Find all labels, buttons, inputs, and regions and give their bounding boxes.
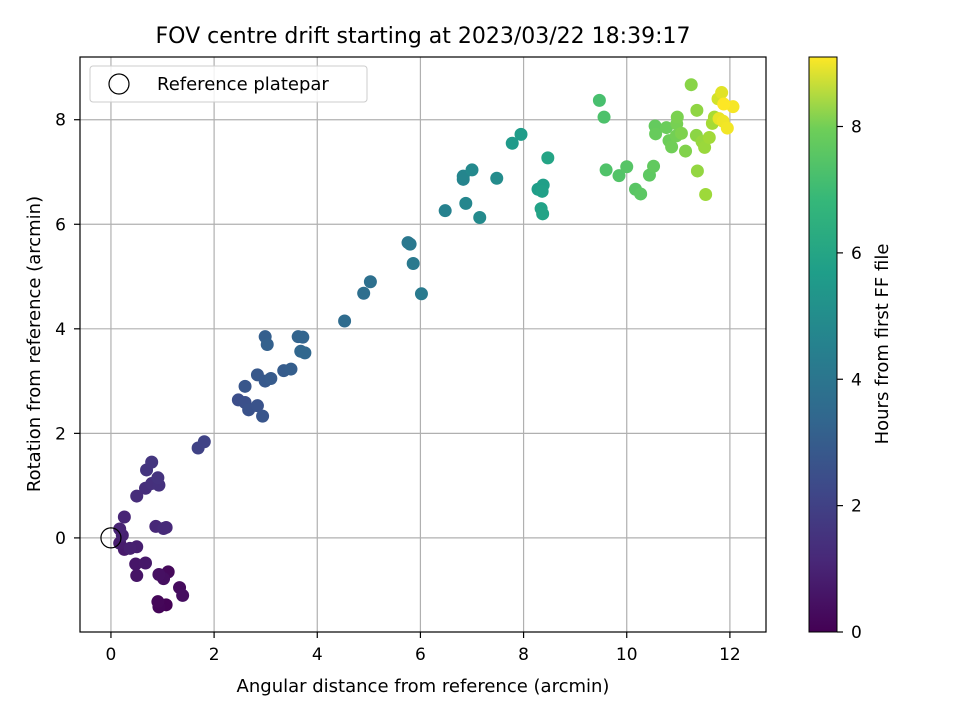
chart-title: FOV centre drift starting at 2023/03/22 … xyxy=(156,24,691,49)
data-point xyxy=(357,286,371,300)
data-point xyxy=(406,256,420,270)
data-point xyxy=(690,103,704,117)
data-point xyxy=(139,556,153,570)
data-point xyxy=(151,471,165,485)
colorbar-ticks: 0 2 4 6 8 xyxy=(837,118,862,643)
data-point xyxy=(414,287,428,301)
data-point xyxy=(473,210,487,224)
data-point xyxy=(176,588,190,602)
data-point xyxy=(465,163,479,177)
data-point xyxy=(260,338,274,351)
data-point xyxy=(670,110,684,124)
data-point xyxy=(535,184,549,198)
colorbar-tick-label: 8 xyxy=(851,118,862,138)
data-point xyxy=(129,557,143,571)
data-point xyxy=(298,346,312,360)
data-point xyxy=(690,164,704,178)
data-point xyxy=(152,568,166,581)
x-tick-label: 10 xyxy=(616,645,638,665)
data-point xyxy=(256,409,270,423)
reference-marker xyxy=(100,527,122,549)
data-point xyxy=(338,314,352,328)
colorbar-tick-label: 6 xyxy=(851,244,862,264)
data-point xyxy=(130,569,144,583)
x-tick-label: 12 xyxy=(719,645,741,665)
data-point xyxy=(612,169,626,183)
data-point xyxy=(403,237,417,251)
data-point xyxy=(699,187,713,201)
y-tick-label: 2 xyxy=(55,424,66,444)
colorbar-tick-label: 0 xyxy=(851,623,862,643)
legend-label: Reference platepar xyxy=(157,74,329,95)
data-point xyxy=(145,455,159,469)
data-point xyxy=(284,362,298,376)
reference-point xyxy=(100,527,122,549)
data-point xyxy=(684,78,698,92)
legend: Reference platepar xyxy=(89,65,368,103)
x-axis-label: Angular distance from reference (arcmin) xyxy=(237,676,610,697)
x-axis-ticks: 0 2 4 6 8 10 12 xyxy=(106,632,741,665)
data-point xyxy=(647,159,661,173)
data-point xyxy=(659,121,673,135)
data-point xyxy=(514,127,528,141)
data-point xyxy=(130,489,144,503)
data-points xyxy=(113,78,740,614)
data-point xyxy=(296,330,310,344)
legend-reference-marker xyxy=(108,73,130,95)
x-tick-label: 8 xyxy=(518,645,529,665)
data-point xyxy=(679,144,693,158)
data-point xyxy=(634,187,648,201)
y-tick-label: 6 xyxy=(55,215,66,235)
data-point xyxy=(674,126,688,140)
data-point xyxy=(113,522,127,536)
data-point xyxy=(541,151,555,165)
y-tick-label: 8 xyxy=(55,111,66,131)
y-axis-label: Rotation from reference (arcmin) xyxy=(24,196,45,492)
data-point xyxy=(490,171,504,185)
colorbar-tick-label: 2 xyxy=(851,497,862,517)
y-tick-label: 0 xyxy=(55,529,66,549)
colorbar: 0 2 4 6 8 Hours from first FF file xyxy=(808,56,893,643)
data-point xyxy=(649,127,663,141)
x-tick-label: 4 xyxy=(312,645,323,665)
x-tick-label: 0 xyxy=(106,645,117,665)
data-point xyxy=(438,204,452,218)
data-point xyxy=(702,131,716,144)
legend-box xyxy=(89,65,368,103)
data-point xyxy=(238,379,252,393)
data-point xyxy=(715,86,729,100)
data-point xyxy=(363,275,377,289)
data-point xyxy=(717,97,731,111)
data-point xyxy=(597,110,611,124)
data-point xyxy=(620,160,634,174)
y-tick-label: 4 xyxy=(55,320,66,340)
data-point xyxy=(197,435,211,449)
data-point xyxy=(698,140,712,154)
data-point xyxy=(117,510,131,524)
data-point xyxy=(459,196,473,210)
data-point xyxy=(151,595,165,609)
grid-lines xyxy=(80,57,766,632)
plot-frame xyxy=(79,56,767,633)
data-point xyxy=(264,371,278,385)
data-point xyxy=(599,163,613,177)
colorbar-label: Hours from first FF file xyxy=(872,244,893,445)
x-tick-label: 2 xyxy=(209,645,220,665)
data-point xyxy=(157,522,171,535)
data-point xyxy=(123,541,137,555)
data-point xyxy=(720,121,734,135)
data-point xyxy=(665,140,679,154)
data-point xyxy=(505,136,519,150)
x-tick-label: 6 xyxy=(415,645,426,665)
y-axis-ticks: 0 2 4 6 8 xyxy=(55,111,80,549)
colorbar-gradient xyxy=(808,56,838,633)
data-point xyxy=(592,93,606,107)
data-point xyxy=(250,399,264,413)
colorbar-tick-label: 4 xyxy=(851,370,862,390)
data-point xyxy=(536,207,550,221)
